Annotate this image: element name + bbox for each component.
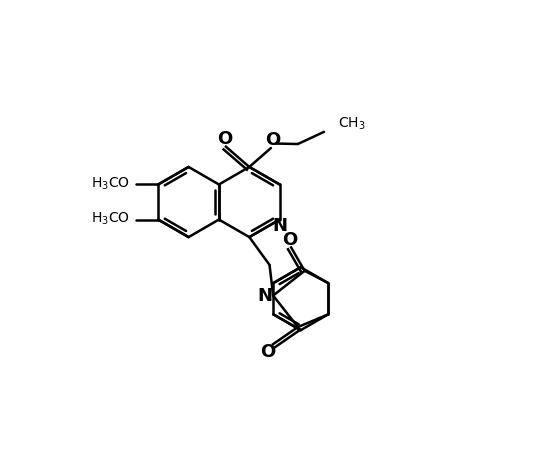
Text: O: O (265, 131, 280, 149)
Text: O: O (260, 343, 275, 361)
Text: H$_3$CO: H$_3$CO (91, 211, 130, 227)
Text: O: O (282, 231, 297, 249)
Text: CH$_3$: CH$_3$ (338, 116, 366, 132)
Text: N: N (257, 288, 272, 305)
Text: H$_3$CO: H$_3$CO (91, 176, 130, 192)
Text: N: N (272, 217, 287, 235)
Text: O: O (217, 130, 232, 147)
